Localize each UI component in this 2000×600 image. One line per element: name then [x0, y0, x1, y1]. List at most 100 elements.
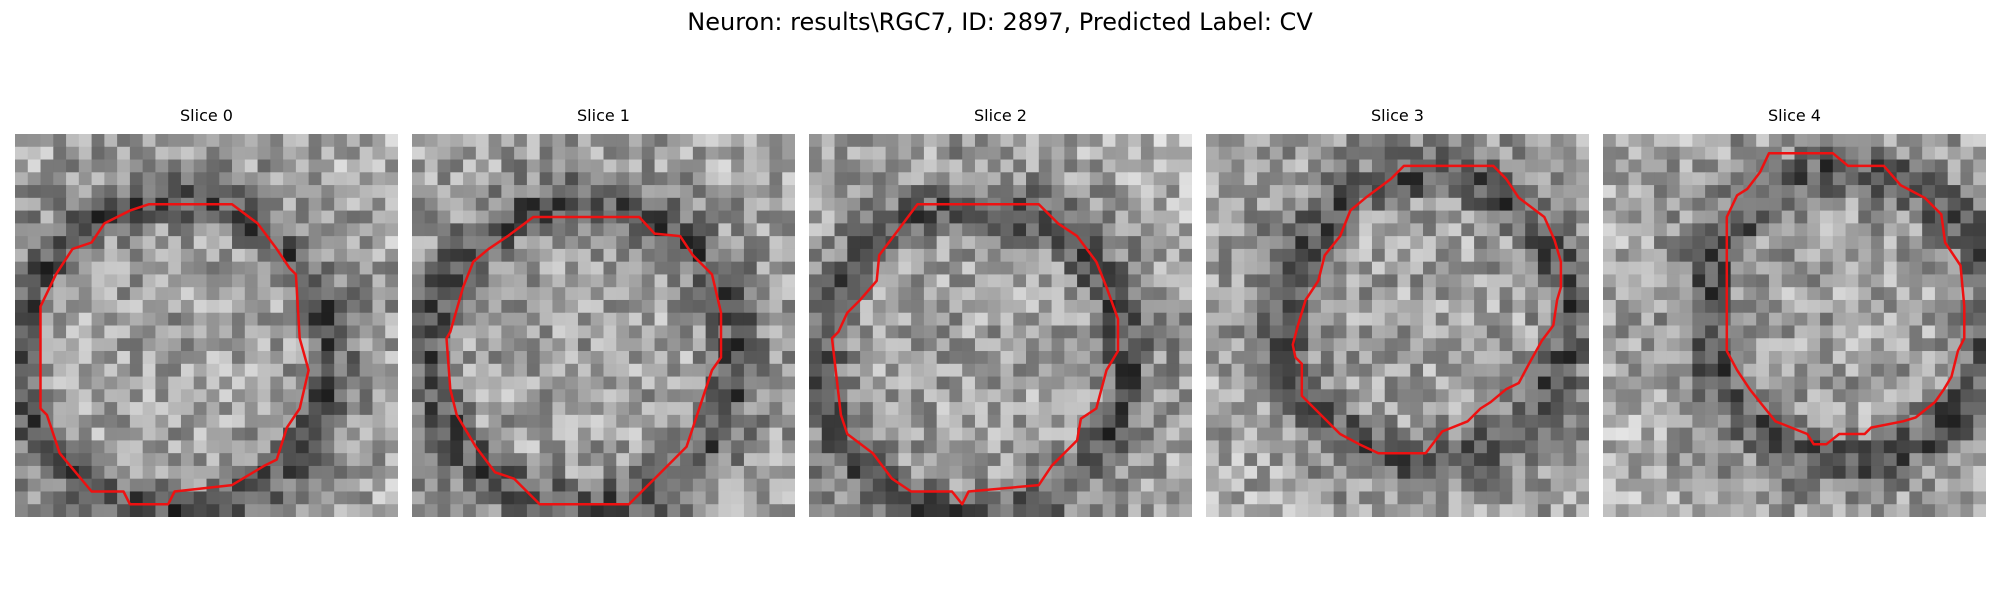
pixel — [385, 172, 398, 186]
pixel — [1679, 402, 1693, 416]
pixel — [1051, 427, 1065, 441]
pixel — [488, 146, 502, 161]
pixel — [1231, 363, 1245, 378]
pixel — [1153, 261, 1168, 276]
pixel — [1563, 325, 1577, 339]
pixel — [359, 363, 374, 378]
pixel — [1781, 440, 1796, 454]
pixel — [654, 414, 668, 429]
pixel — [1115, 453, 1129, 467]
pixel — [1641, 299, 1655, 314]
pixel — [1064, 197, 1078, 212]
pixel — [142, 159, 157, 173]
pixel — [1692, 159, 1706, 173]
pixel — [1947, 427, 1962, 441]
pixel — [27, 134, 42, 148]
pixel — [1807, 223, 1821, 237]
pixel — [1269, 172, 1284, 186]
pixel — [1026, 159, 1040, 173]
pixel — [1654, 312, 1668, 327]
pixel — [769, 440, 783, 454]
pixel — [526, 261, 541, 276]
pixel — [1231, 414, 1245, 429]
pixel — [1947, 172, 1962, 186]
pixel — [1153, 402, 1168, 416]
pixel — [1218, 172, 1233, 186]
pixel — [1206, 427, 1220, 441]
pixel — [1474, 440, 1488, 454]
pixel — [1461, 248, 1475, 263]
pixel — [629, 363, 643, 378]
pixel — [654, 185, 668, 199]
pixel — [1282, 134, 1296, 148]
pixel — [1692, 338, 1706, 352]
pixel — [1397, 389, 1411, 403]
pixel — [641, 402, 656, 416]
pixel — [424, 197, 439, 212]
pixel — [1922, 427, 1936, 441]
pixel — [1397, 504, 1411, 517]
pixel — [142, 287, 157, 301]
pixel — [641, 159, 656, 173]
pixel — [27, 287, 42, 301]
pixel — [1000, 440, 1014, 454]
pixel — [129, 351, 144, 365]
pixel — [1883, 274, 1898, 288]
pixel — [769, 491, 783, 505]
pixel — [962, 146, 976, 161]
pixel — [1845, 478, 1859, 493]
pixel — [257, 236, 271, 250]
pixel — [1423, 376, 1437, 390]
pixel — [1435, 172, 1450, 186]
pixel — [1064, 325, 1078, 339]
pixel — [40, 389, 54, 403]
pixel — [743, 146, 758, 161]
pixel — [1537, 465, 1552, 480]
pixel — [1166, 389, 1180, 403]
pixel — [66, 210, 80, 224]
pixel — [1128, 402, 1142, 416]
pixel — [911, 478, 925, 493]
pixel — [450, 338, 464, 352]
pixel — [692, 287, 707, 301]
pixel — [424, 236, 439, 250]
pixel — [53, 146, 67, 161]
pixel — [1435, 376, 1450, 390]
pixel — [308, 312, 322, 327]
pixel — [769, 172, 783, 186]
pixel — [1756, 504, 1770, 517]
pixel — [1140, 146, 1155, 161]
pixel — [1140, 389, 1155, 403]
pixel — [1102, 223, 1116, 237]
pixel — [1550, 376, 1565, 390]
pixel — [168, 134, 182, 148]
pixel — [949, 248, 963, 263]
pixel — [911, 491, 925, 505]
pixel — [129, 146, 144, 161]
pixel — [577, 440, 592, 454]
pixel — [1679, 325, 1693, 339]
pixel — [809, 325, 823, 339]
pixel — [53, 287, 67, 301]
pixel — [731, 338, 745, 352]
pixel-grid — [1603, 134, 1986, 517]
pixel — [834, 427, 848, 441]
pixel — [731, 274, 745, 288]
pixel — [1486, 427, 1501, 441]
pixel — [117, 185, 131, 199]
pixel — [488, 248, 502, 263]
pixel — [295, 159, 310, 173]
pixel — [1512, 197, 1526, 212]
pixel — [552, 338, 566, 352]
pixel — [1410, 299, 1424, 314]
pixel — [834, 325, 848, 339]
pixel — [514, 223, 528, 237]
pixel — [359, 325, 374, 339]
pixel — [334, 504, 348, 517]
pixel — [641, 414, 656, 429]
pixel — [1820, 402, 1834, 416]
pixel — [1934, 440, 1949, 454]
pixel — [692, 274, 707, 288]
pixel — [872, 363, 887, 378]
pixel — [1397, 478, 1411, 493]
